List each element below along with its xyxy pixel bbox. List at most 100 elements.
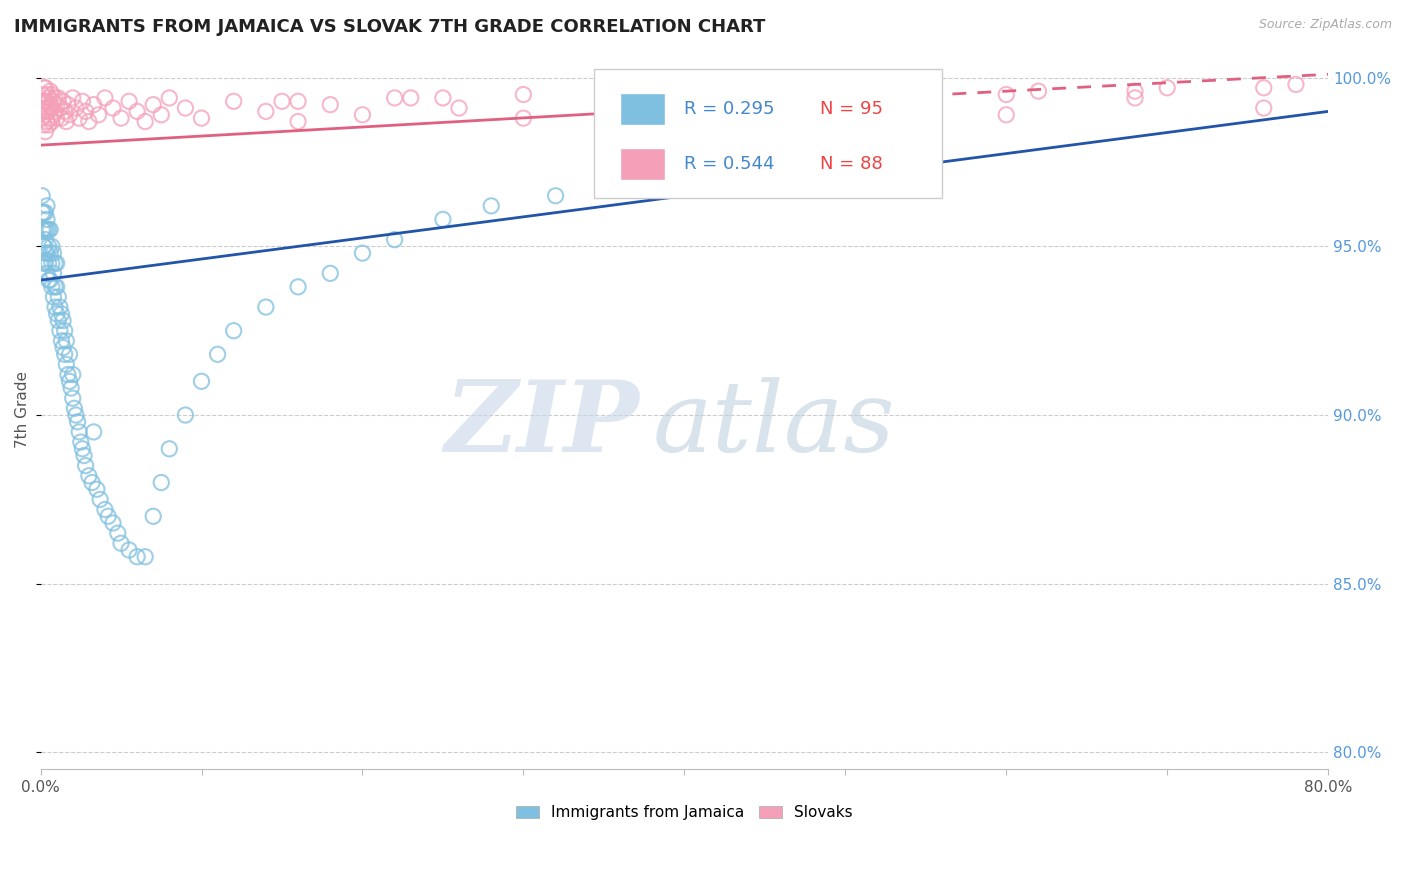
Point <box>207 347 229 361</box>
Point <box>60 381 83 395</box>
Point <box>101 516 124 530</box>
Point <box>34 125 56 139</box>
Point <box>479 199 502 213</box>
Point <box>754 165 776 179</box>
Point <box>1253 80 1275 95</box>
Point <box>58 374 80 388</box>
Point <box>41 280 63 294</box>
Point <box>94 91 117 105</box>
Point <box>41 114 63 128</box>
Point <box>38 239 60 253</box>
Text: R = 0.544: R = 0.544 <box>685 155 775 173</box>
Point <box>35 114 58 128</box>
Point <box>35 199 58 213</box>
Point <box>34 246 56 260</box>
Text: atlas: atlas <box>652 376 894 472</box>
Point <box>127 549 149 564</box>
Point <box>32 95 55 109</box>
Point <box>72 442 94 456</box>
Point <box>174 101 197 115</box>
Point <box>67 425 90 439</box>
Point <box>287 280 309 294</box>
Point <box>157 442 180 456</box>
Point <box>86 483 108 497</box>
Point <box>399 91 422 105</box>
Point <box>31 87 53 102</box>
Point <box>1253 101 1275 115</box>
Point <box>222 95 245 109</box>
Point <box>97 509 120 524</box>
Text: N = 88: N = 88 <box>820 155 883 173</box>
Point <box>44 280 66 294</box>
Point <box>34 95 56 109</box>
Point <box>41 239 63 253</box>
Point <box>35 101 58 115</box>
Point <box>319 97 342 112</box>
Point <box>101 101 124 115</box>
Point <box>69 435 91 450</box>
Point <box>34 256 56 270</box>
Point <box>39 246 62 260</box>
Point <box>51 307 73 321</box>
Point <box>673 104 696 119</box>
Point <box>544 188 567 202</box>
Point <box>110 111 132 125</box>
Point <box>35 212 58 227</box>
Point <box>35 246 58 260</box>
Point <box>44 104 66 119</box>
Point <box>118 95 141 109</box>
Point <box>62 368 84 382</box>
Point <box>866 84 889 98</box>
Point <box>87 108 110 122</box>
Point <box>75 104 97 119</box>
FancyBboxPatch shape <box>595 69 942 198</box>
Point <box>65 408 87 422</box>
Point <box>32 205 55 219</box>
Point <box>512 87 534 102</box>
Point <box>914 87 936 102</box>
Point <box>45 111 67 125</box>
Point <box>995 108 1018 122</box>
Point <box>107 526 129 541</box>
Point <box>46 91 69 105</box>
Point <box>55 358 77 372</box>
Point <box>512 111 534 125</box>
Point <box>62 391 84 405</box>
FancyBboxPatch shape <box>620 148 665 180</box>
Point <box>271 95 294 109</box>
Point <box>1123 91 1146 105</box>
Point <box>56 97 79 112</box>
Point <box>254 300 277 314</box>
Point <box>42 290 65 304</box>
Point <box>49 300 72 314</box>
Point <box>56 368 79 382</box>
Point <box>32 239 55 253</box>
Point <box>157 91 180 105</box>
Point <box>49 101 72 115</box>
Text: R = 0.295: R = 0.295 <box>685 100 775 118</box>
Point <box>31 205 53 219</box>
Point <box>35 266 58 280</box>
Point <box>31 111 53 125</box>
Point <box>38 104 60 119</box>
Point <box>32 222 55 236</box>
Point <box>995 87 1018 102</box>
Point <box>55 114 77 128</box>
Point <box>641 91 664 105</box>
Point <box>67 111 90 125</box>
Point <box>352 108 374 122</box>
Point <box>769 114 792 128</box>
Point <box>134 114 156 128</box>
Point <box>83 425 105 439</box>
Point <box>384 233 406 247</box>
Point <box>34 205 56 219</box>
Point <box>31 97 53 112</box>
Point <box>49 324 72 338</box>
Point <box>1285 78 1308 92</box>
Point <box>150 475 173 490</box>
Point <box>287 95 309 109</box>
Point <box>72 95 94 109</box>
Point <box>32 239 55 253</box>
Point <box>31 188 53 202</box>
Point <box>38 273 60 287</box>
